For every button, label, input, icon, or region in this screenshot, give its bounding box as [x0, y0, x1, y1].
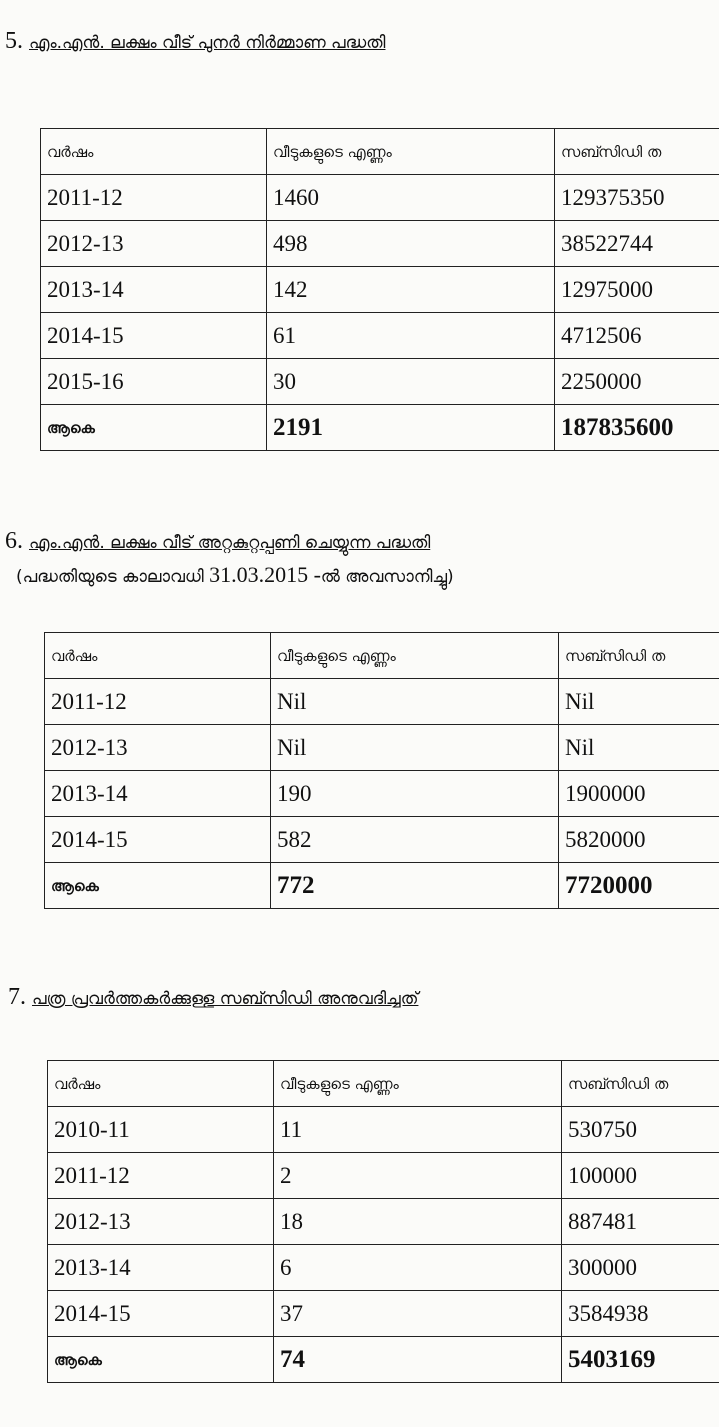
table-cell: 6 — [273, 1244, 562, 1291]
table-cell: 2011-12 — [47, 1152, 274, 1199]
table-row: 2012-13 498 38522744 — [40, 220, 719, 267]
table-cell: 30 — [266, 358, 555, 405]
table-cell: 2012-13 — [47, 1198, 274, 1245]
table-cell: ആകെ — [47, 1336, 274, 1383]
table-cell: 74 — [273, 1336, 562, 1383]
table-cell: Nil — [270, 724, 559, 771]
table-cell: 7720000 — [558, 862, 719, 909]
table-cell: ആകെ — [40, 404, 267, 451]
table-cell: 2013-14 — [47, 1244, 274, 1291]
column-header: വീടുകളുടെ എണ്ണം — [266, 128, 555, 175]
total-row: ആകെ 2191 187835600 — [40, 404, 719, 451]
table-cell: 2012-13 — [40, 220, 267, 267]
table-cell: 5820000 — [558, 816, 719, 863]
table-cell: 187835600 — [554, 404, 719, 451]
table-cell: 4712506 — [554, 312, 719, 359]
table-row: 2013-14 142 12975000 — [40, 266, 719, 313]
table-cell: 18 — [273, 1198, 562, 1245]
table-row: 2014-15 61 4712506 — [40, 312, 719, 359]
section-5-title: 5. എം.എൻ. ലക്ഷം വീട് പുനർ നിർമ്മാണ പദ്ധത… — [5, 28, 386, 54]
header-row: വർഷം വീടുകളുടെ എണ്ണം സബ്സിഡി ത — [40, 128, 719, 175]
table-cell: 2011-12 — [40, 174, 267, 221]
column-header: വർഷം — [44, 632, 271, 679]
table-cell: 2 — [273, 1152, 562, 1199]
table-section-7: വർഷം വീടുകളുടെ എണ്ണം സബ്സിഡി ത 2010-11 11 530… — [47, 1060, 719, 1383]
table-row: 2012-13 18 887481 — [47, 1198, 719, 1245]
table-cell: ആകെ — [44, 862, 271, 909]
table-cell: Nil — [558, 724, 719, 771]
table-cell: 2014-15 — [47, 1290, 274, 1337]
table-row: 2012-13 Nil Nil — [44, 724, 719, 771]
table-cell: Nil — [558, 678, 719, 725]
table-cell: 530750 — [561, 1106, 719, 1153]
section-7-title: 7. പത്ര പ്രവർത്തകർക്കുള്ള സബ്സിഡി അനുവദി… — [8, 984, 419, 1010]
column-header: വർഷം — [40, 128, 267, 175]
table-cell: 190 — [270, 770, 559, 817]
table-row: 2013-14 6 300000 — [47, 1244, 719, 1291]
table-cell: 142 — [266, 266, 555, 313]
column-header: സബ്സിഡി ത — [554, 128, 719, 175]
column-header: വീടുകളുടെ എണ്ണം — [273, 1060, 562, 1107]
table-cell: 3584938 — [561, 1290, 719, 1337]
table-cell: 2012-13 — [44, 724, 271, 771]
table-cell: 12975000 — [554, 266, 719, 313]
table-row: 2011-12 1460 129375350 — [40, 174, 719, 221]
table-cell: Nil — [270, 678, 559, 725]
table-row: 2015-16 30 2250000 — [40, 358, 719, 405]
table-row: 2010-11 11 530750 — [47, 1106, 719, 1153]
table-cell: 2014-15 — [44, 816, 271, 863]
table-cell: 2013-14 — [40, 266, 267, 313]
section-6-title: 6. എം.എൻ. ലക്ഷം വീട് അറ്റകുറ്റപ്പണി ചെയ്… — [5, 528, 431, 554]
table-row: 2011-12 2 100000 — [47, 1152, 719, 1199]
table-cell: 2011-12 — [44, 678, 271, 725]
header-row: വർഷം വീടുകളുടെ എണ്ണം സബ്സിഡി ത — [47, 1060, 719, 1107]
table-cell: 2191 — [266, 404, 555, 451]
section-6-subtitle: (പദ്ധതിയുടെ കാലാവധി 31.03.2015 -ൽ അവസാനി… — [16, 562, 454, 587]
table-cell: 38522744 — [554, 220, 719, 267]
table-cell: 1460 — [266, 174, 555, 221]
column-header: സബ്സിഡി ത — [558, 632, 719, 679]
table-cell: 2014-15 — [40, 312, 267, 359]
table-row: 2014-15 37 3584938 — [47, 1290, 719, 1337]
column-header: സബ്സിഡി ത — [561, 1060, 719, 1107]
table-section-6: വർഷം വീടുകളുടെ എണ്ണം സബ്സിഡി ത 2011-12 Nil Ni… — [44, 632, 719, 909]
table-cell: 582 — [270, 816, 559, 863]
table-cell: 37 — [273, 1290, 562, 1337]
table-cell: 11 — [273, 1106, 562, 1153]
table-cell: 772 — [270, 862, 559, 909]
table-cell: 300000 — [561, 1244, 719, 1291]
table-cell: 2250000 — [554, 358, 719, 405]
table-cell: 2010-11 — [47, 1106, 274, 1153]
total-row: ആകെ 74 5403169 — [47, 1336, 719, 1383]
header-row: വർഷം വീടുകളുടെ എണ്ണം സബ്സിഡി ത — [44, 632, 719, 679]
table-cell: 100000 — [561, 1152, 719, 1199]
table-cell: 1900000 — [558, 770, 719, 817]
table-cell: 2013-14 — [44, 770, 271, 817]
table-section-5: വർഷം വീടുകളുടെ എണ്ണം സബ്സിഡി ത 2011-12 1460 1… — [40, 128, 719, 451]
table-cell: 887481 — [561, 1198, 719, 1245]
total-row: ആകെ 772 7720000 — [44, 862, 719, 909]
column-header: വീടുകളുടെ എണ്ണം — [270, 632, 559, 679]
column-header: വർഷം — [47, 1060, 274, 1107]
table-cell: 129375350 — [554, 174, 719, 221]
table-cell: 61 — [266, 312, 555, 359]
table-row: 2014-15 582 5820000 — [44, 816, 719, 863]
table-cell: 2015-16 — [40, 358, 267, 405]
table-cell: 498 — [266, 220, 555, 267]
table-row: 2013-14 190 1900000 — [44, 770, 719, 817]
table-cell: 5403169 — [561, 1336, 719, 1383]
table-row: 2011-12 Nil Nil — [44, 678, 719, 725]
